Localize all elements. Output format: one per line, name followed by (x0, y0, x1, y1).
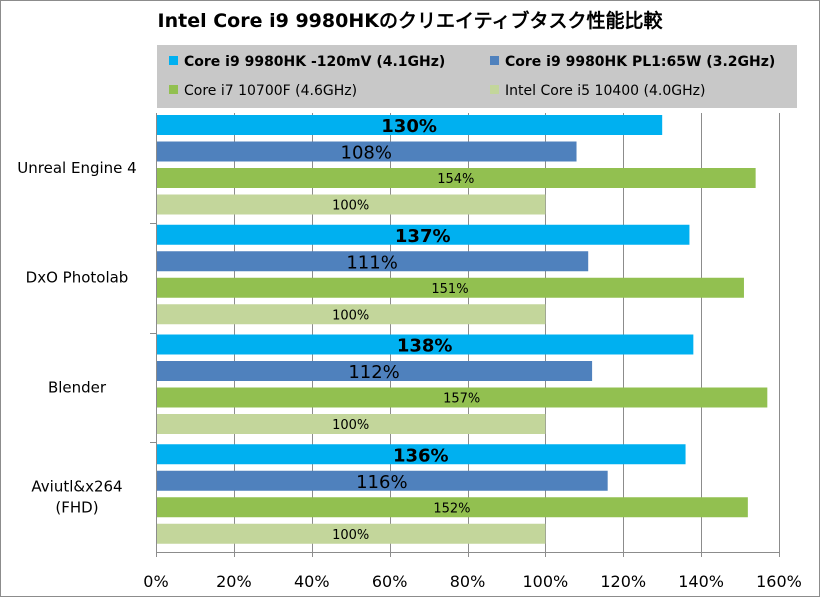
data-label: 152% (433, 501, 470, 516)
bar (156, 470, 608, 491)
legend-swatch (169, 85, 178, 94)
bar (156, 497, 748, 518)
x-tick-label: 0% (143, 572, 168, 591)
x-tick-label: 100% (523, 572, 569, 591)
data-label: 138% (397, 336, 453, 357)
x-tick-label: 40% (294, 572, 330, 591)
legend-swatch (490, 85, 499, 94)
legend-label: Intel Core i5 10400 (4.0GHz) (505, 83, 706, 99)
legend-label: Core i7 10700F (4.6GHz) (184, 83, 358, 99)
x-tick-label: 60% (372, 572, 408, 591)
bar (156, 361, 593, 381)
legend-label: Core i9 9980HK PL1:65W (3.2GHz) (505, 54, 776, 70)
x-tick-label: 20% (216, 572, 252, 591)
legend-item-2: Core i9 9980HK PL1:65W (3.2GHz) (490, 54, 775, 70)
data-label: 100% (332, 308, 369, 323)
category-label: Unreal Engine 4 (17, 159, 136, 177)
bar (156, 251, 589, 272)
bar (156, 304, 546, 325)
bar (156, 168, 756, 188)
bar (156, 224, 690, 245)
legend-label: Core i9 9980HK -120mV (4.1GHz) (184, 54, 446, 70)
data-label: 116% (356, 472, 407, 493)
category-label: (FHD) (55, 499, 98, 517)
data-label: 137% (395, 226, 451, 247)
category-label: Blender (48, 378, 107, 396)
bar (156, 334, 694, 355)
data-label: 100% (332, 418, 369, 433)
chart-title: Intel Core i9 9980HKのクリエイティブタスク性能比較 (157, 10, 663, 32)
data-label: 111% (346, 252, 397, 273)
data-label: 112% (348, 362, 399, 383)
category-label: DxO Photolab (26, 269, 129, 287)
data-label: 136% (393, 445, 449, 466)
data-label: 108% (341, 143, 392, 164)
bar (156, 194, 546, 215)
x-tick-label: 80% (450, 572, 486, 591)
bar (156, 115, 663, 135)
x-tick-label: 120% (600, 572, 646, 591)
data-label: 100% (332, 528, 369, 543)
legend-item-4: Intel Core i5 10400 (4.0GHz) (490, 83, 705, 99)
legend-item-1: Core i9 9980HK -120mV (4.1GHz) (169, 54, 445, 70)
data-label: 157% (443, 392, 480, 407)
legend-swatch (490, 56, 499, 65)
data-label: 130% (381, 116, 437, 137)
x-tick-label: 160% (756, 572, 802, 591)
data-label: 100% (332, 199, 369, 214)
legend-item-3: Core i7 10700F (4.6GHz) (169, 83, 357, 99)
bar (156, 277, 744, 298)
bar (156, 444, 686, 465)
data-label: 154% (437, 172, 474, 187)
data-label: 151% (431, 282, 468, 297)
category-label: Aviutl&x264 (31, 478, 122, 496)
bar (156, 414, 546, 434)
bar (156, 387, 768, 408)
bar (156, 523, 546, 544)
legend-swatch (169, 56, 178, 65)
legend: Core i9 9980HK -120mV (4.1GHz) Core i9 99… (157, 45, 797, 108)
x-tick-label: 140% (678, 572, 724, 591)
bar (156, 141, 577, 162)
